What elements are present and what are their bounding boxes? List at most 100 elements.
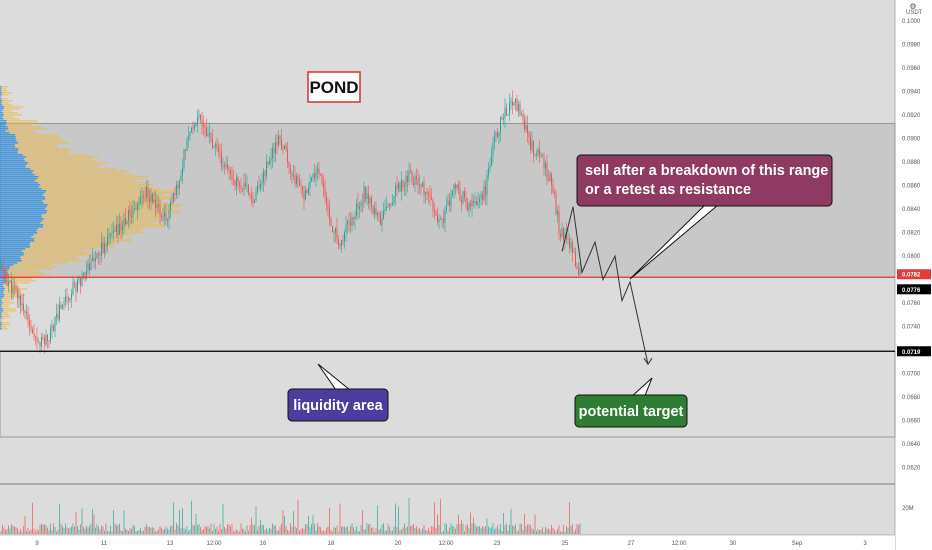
volume-bar <box>234 530 236 534</box>
volume-bar <box>288 530 290 534</box>
volume-bar <box>239 531 240 534</box>
volume-profile-bar <box>0 166 26 168</box>
volume-profile-bar <box>0 86 2 88</box>
volume-bar <box>146 524 147 534</box>
volume-profile-bar <box>0 126 8 128</box>
volume-bar <box>560 531 561 534</box>
volume-bar <box>497 524 498 534</box>
volume-bar <box>50 523 51 534</box>
candle-body <box>273 148 275 154</box>
volume-bar <box>248 531 249 534</box>
volume-bar <box>231 523 233 534</box>
candle-body <box>188 136 189 140</box>
candle-body <box>233 178 234 181</box>
volume-bar <box>477 526 479 534</box>
volume-bar <box>108 531 110 534</box>
candle-body <box>312 173 314 178</box>
candle-body <box>285 145 287 150</box>
time-tick-label: 30 <box>730 541 737 547</box>
volume-bar <box>537 529 539 534</box>
candle-body <box>231 174 233 179</box>
candle-body <box>425 192 426 195</box>
sell-annotation-line1: sell after a breakdown of this range <box>585 163 828 179</box>
volume-bar <box>294 526 296 534</box>
volume-profile-bar <box>0 146 16 148</box>
candle-body <box>324 188 326 197</box>
volume-profile-bar <box>0 148 19 150</box>
candle-body <box>150 193 152 202</box>
volume-bar <box>441 531 443 534</box>
candle-body <box>428 192 429 195</box>
candle-body <box>234 180 236 187</box>
candle-body <box>543 156 545 169</box>
volume-profile-bar <box>0 170 34 172</box>
volume-profile-bar <box>18 150 70 152</box>
volume-bar <box>542 527 543 534</box>
candle-body <box>203 125 204 127</box>
volume-bar <box>347 526 348 534</box>
volume-profile-bar <box>0 94 2 96</box>
volume-profile-bar <box>9 274 52 276</box>
candle-body <box>345 224 347 233</box>
volume-profile-bar <box>0 160 25 162</box>
volume-profile-bar <box>0 298 2 300</box>
candle-body <box>53 325 54 331</box>
candle-body <box>26 312 27 314</box>
volume-bar <box>374 531 375 534</box>
volume-bar <box>464 531 465 534</box>
volume-bar <box>515 524 516 534</box>
candle-body <box>332 225 333 233</box>
candle-body <box>354 215 356 219</box>
candle-body <box>197 116 198 124</box>
candle-body <box>30 325 32 330</box>
volume-bar <box>413 524 414 534</box>
volume-bar <box>111 531 113 534</box>
volume-bar <box>17 528 18 534</box>
volume-profile-bar <box>1 298 10 300</box>
volume-bar <box>434 502 435 534</box>
time-tick-label: 27 <box>628 541 635 547</box>
candle-body <box>278 135 279 146</box>
candle-body <box>101 242 102 256</box>
volume-bar <box>252 524 254 534</box>
candle-body <box>308 188 309 193</box>
candle-body <box>512 100 513 106</box>
volume-profile-bar <box>25 166 98 168</box>
candle-body <box>477 201 479 206</box>
time-tick-label: 13 <box>167 541 174 547</box>
volume-profile-bar <box>0 286 4 288</box>
candle-body <box>263 171 264 182</box>
volume-profile-bar <box>23 252 92 254</box>
candle-body <box>176 184 177 195</box>
candle-body <box>497 132 498 137</box>
candle-body <box>344 232 345 241</box>
volume-bar <box>306 524 308 534</box>
candle-body <box>135 207 137 210</box>
volume-bar <box>101 525 102 534</box>
volume-profile-bar <box>5 124 32 126</box>
candle-body <box>282 148 284 150</box>
volume-bar <box>41 523 42 534</box>
volume-bar <box>455 528 456 534</box>
volume-profile-bar <box>0 262 18 264</box>
candle-body <box>495 132 497 136</box>
volume-profile-bar <box>38 182 147 184</box>
candle-body <box>155 199 156 208</box>
volume-profile-bar <box>0 316 2 318</box>
candle-body <box>66 296 68 299</box>
candle-body <box>369 197 371 204</box>
volume-bar <box>273 525 275 534</box>
time-tick-label: 18 <box>328 541 335 547</box>
candle-body <box>333 232 335 234</box>
volume-bar <box>365 529 366 534</box>
volume-bar <box>45 525 47 534</box>
volume-bar <box>126 530 128 534</box>
candle-body <box>3 268 5 274</box>
volume-bar <box>435 527 437 534</box>
candle-body <box>570 242 572 248</box>
settings-icon[interactable]: ⚙ <box>909 2 916 11</box>
candle-body <box>449 200 450 206</box>
volume-profile-bar <box>36 178 142 180</box>
candle-body <box>351 217 353 226</box>
price-tick-label: 0.0620 <box>902 466 921 472</box>
